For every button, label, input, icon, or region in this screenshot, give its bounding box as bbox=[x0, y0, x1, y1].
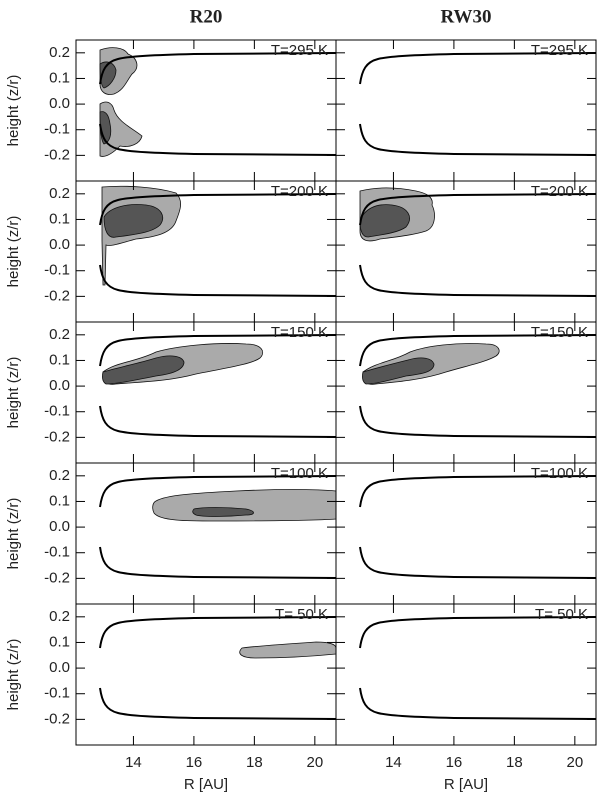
x-tick-label: 14 bbox=[385, 754, 402, 771]
panel-label: T= 50 K bbox=[535, 606, 588, 623]
y-tick-label: 0.1 bbox=[49, 633, 70, 650]
panel-label: T=100 K bbox=[531, 465, 588, 482]
panel-frame bbox=[75, 603, 337, 746]
y-axis-label: height (z/r) bbox=[5, 75, 22, 147]
x-tick-label: 18 bbox=[506, 754, 523, 771]
y-axis-label: height (z/r) bbox=[5, 357, 22, 429]
y-tick-label: -0.2 bbox=[44, 287, 70, 304]
contours bbox=[99, 47, 143, 157]
panel-label: T=150 K bbox=[531, 324, 588, 341]
y-tick-label: 0.0 bbox=[49, 95, 70, 112]
contours bbox=[152, 489, 337, 522]
y-tick-label: -0.2 bbox=[44, 146, 70, 163]
panel-label: T=100 K bbox=[271, 465, 328, 482]
y-tick-label: 0.0 bbox=[49, 518, 70, 535]
x-tick-label: 18 bbox=[246, 754, 263, 771]
y-tick-label: -0.2 bbox=[44, 710, 70, 727]
column-title: R20 bbox=[190, 6, 223, 27]
y-axis-label: height (z/r) bbox=[5, 216, 22, 288]
panel-label: T=200 K bbox=[531, 183, 588, 200]
y-tick-label: 0.1 bbox=[49, 210, 70, 227]
panel-frame bbox=[335, 39, 597, 182]
boundaries bbox=[99, 52, 597, 720]
y-tick-label: -0.2 bbox=[44, 569, 70, 586]
y-tick-label: -0.1 bbox=[44, 262, 70, 279]
y-tick-label: -0.1 bbox=[44, 121, 70, 138]
x-tick-label: 16 bbox=[186, 754, 203, 771]
panel-label: T=295 K bbox=[271, 42, 328, 59]
x-tick-label: 16 bbox=[446, 754, 463, 771]
column-title: RW30 bbox=[440, 6, 491, 27]
contours bbox=[362, 343, 500, 385]
y-tick-label: 0.0 bbox=[49, 377, 70, 394]
y-tick-label: 0.0 bbox=[49, 659, 70, 676]
x-axis-label: R [AU] bbox=[184, 776, 228, 793]
panel-label: T=200 K bbox=[271, 183, 328, 200]
contours bbox=[239, 641, 337, 659]
y-tick-label: -0.1 bbox=[44, 685, 70, 702]
y-tick-label: 0.2 bbox=[49, 326, 70, 343]
y-tick-label: 0.1 bbox=[49, 351, 70, 368]
panel-label: T= 50 K bbox=[275, 606, 328, 623]
y-tick-label: 0.1 bbox=[49, 492, 70, 509]
y-axis-label: height (z/r) bbox=[5, 639, 22, 711]
y-tick-label: 0.2 bbox=[49, 608, 70, 625]
x-axis-label: R [AU] bbox=[444, 776, 488, 793]
y-tick-label: 0.1 bbox=[49, 69, 70, 86]
y-tick-label: -0.1 bbox=[44, 403, 70, 420]
y-tick-label: -0.2 bbox=[44, 428, 70, 445]
panel-frame bbox=[335, 603, 597, 746]
x-tick-label: 14 bbox=[125, 754, 142, 771]
x-tick-label: 20 bbox=[566, 754, 583, 771]
contours bbox=[101, 185, 181, 286]
panel-frame bbox=[75, 321, 337, 464]
y-tick-label: 0.2 bbox=[49, 44, 70, 61]
contours bbox=[102, 343, 263, 385]
panel-frame bbox=[75, 462, 337, 605]
panel-label: T=295 K bbox=[531, 42, 588, 59]
y-tick-label: 0.0 bbox=[49, 236, 70, 253]
y-tick-label: 0.2 bbox=[49, 467, 70, 484]
y-tick-label: 0.2 bbox=[49, 185, 70, 202]
panel-label: T=150 K bbox=[271, 324, 328, 341]
x-tick-label: 20 bbox=[306, 754, 323, 771]
y-tick-label: -0.1 bbox=[44, 544, 70, 561]
y-axis-label: height (z/r) bbox=[5, 498, 22, 570]
panel-frame bbox=[335, 462, 597, 605]
contours bbox=[359, 187, 435, 242]
